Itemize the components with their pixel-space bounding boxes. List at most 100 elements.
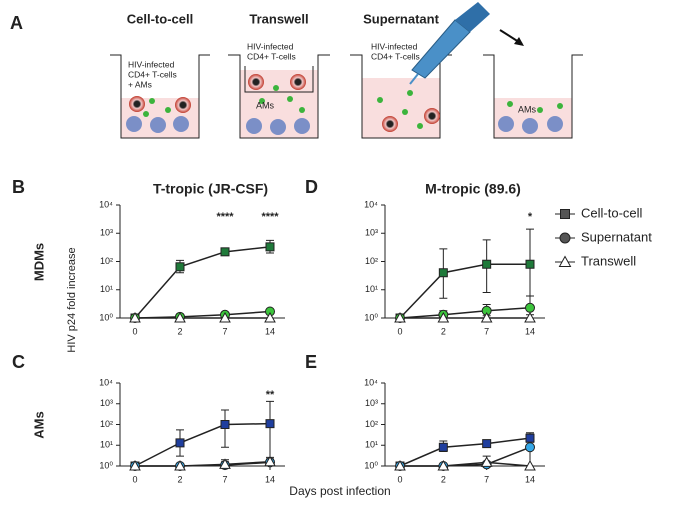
well-title: Supernatant [363,11,440,26]
marker [394,459,406,471]
series-line [400,446,531,467]
chart-title: T-tropic (JR-CSF) [153,181,268,197]
marker [265,419,275,429]
series-line [135,461,271,467]
marker [525,442,535,453]
marker [265,242,275,252]
marker [219,458,231,469]
marker [480,311,493,323]
y-tick-label: 10² [100,256,113,266]
panel-letter: B [12,177,25,197]
cell-label: AMs [518,104,537,114]
legend-marker [559,232,571,244]
x-tick-label: 2 [441,326,446,336]
marker [175,438,185,448]
row-label: MDMs [31,243,46,281]
y-tick-label: 10⁰ [364,312,378,322]
significance: **** [261,211,279,223]
panel-a-diagram [110,2,583,139]
well-note: HIV-infected [128,59,175,69]
marker [220,420,230,429]
well-note: HIV-infected [247,41,294,51]
marker [524,459,536,471]
y-tick-label: 10⁴ [99,199,113,209]
y-axis-label: HIV p24 fold increase [66,247,78,352]
y-tick-label: 10⁴ [99,377,113,387]
well-title: Cell-to-cell [127,11,193,26]
legend-marker [558,255,572,267]
axis-line [384,205,545,319]
y-tick-label: 10⁴ [364,377,378,387]
y-tick-label: 10³ [100,228,113,238]
well-note: CD4+ T-cells [371,51,420,61]
marker [438,268,448,278]
y-tick-label: 10⁴ [364,199,378,209]
well [110,54,210,139]
well-note: CD4+ T-cells [247,51,296,61]
marker [129,459,141,471]
x-tick-label: 14 [525,474,535,484]
well [228,54,330,139]
series-line [399,263,530,319]
marker [525,302,535,313]
y-tick-label: 10¹ [365,440,378,450]
marker [264,311,276,323]
panel-letter: C [12,352,25,372]
axis-line [384,383,545,467]
x-tick-label: 7 [484,474,489,484]
y-tick-label: 10³ [100,398,113,408]
chart-title: M-tropic (89.6) [425,181,521,197]
well [483,54,583,139]
well-note: + AMs [128,79,152,89]
legend-label: Transwell [581,253,636,268]
significance: ** [266,389,275,401]
y-tick-label: 10⁰ [364,460,378,470]
y-tick-label: 10³ [365,398,378,408]
y-tick-label: 10² [365,256,378,266]
x-tick-label: 0 [397,326,402,336]
significance: **** [216,211,234,223]
marker [129,311,141,323]
marker [174,311,186,323]
x-tick-label: 14 [525,326,535,336]
row-label: AMs [31,411,46,438]
x-tick-label: 7 [484,326,489,336]
x-tick-label: 14 [265,326,275,336]
marker [525,433,535,443]
y-tick-label: 10² [100,419,113,429]
x-tick-label: 0 [397,474,402,484]
series-line [399,307,531,319]
x-tick-label: 7 [222,474,227,484]
marker [525,259,535,269]
significance: * [528,211,533,223]
x-axis-label: Days post infection [289,484,390,498]
legend-label: Supernatant [581,229,652,244]
marker [394,311,406,323]
y-tick-label: 10¹ [365,284,378,294]
y-tick-label: 10¹ [100,284,113,294]
y-tick-label: 10⁰ [99,312,113,322]
series-line [134,310,271,319]
x-tick-label: 2 [177,474,182,484]
x-tick-label: 14 [265,474,275,484]
marker [482,259,492,269]
y-tick-label: 10² [365,419,378,429]
series-line [134,246,271,319]
panel-letter: D [305,177,318,197]
series-line [399,437,531,467]
marker [220,247,230,257]
marker [524,311,536,323]
marker [438,442,448,452]
cell-label: AMs [256,100,275,110]
marker [175,262,185,272]
well-note: CD4+ T-cells [128,69,177,79]
well-note: HIV-infected [371,41,418,51]
marker [264,455,276,467]
marker [219,311,231,323]
marker [174,459,186,471]
legend-label: Cell-to-cell [581,205,643,220]
x-tick-label: 2 [441,474,446,484]
series-line [400,461,531,467]
marker [437,311,450,323]
